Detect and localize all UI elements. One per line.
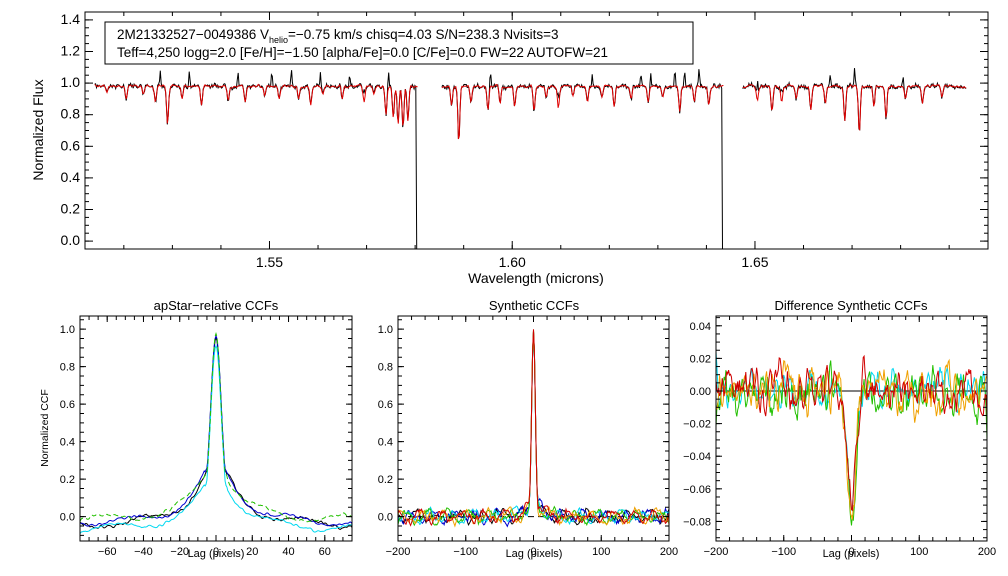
synthetic-ccf-lines	[397, 329, 670, 528]
spectrum-panel: 1.55 1.60 1.65 0.0 0.2 0.4 0.6 0.8 1.0 1.2 1.4 2M2…	[30, 11, 989, 286]
y-tick-label-1: −0.06	[683, 484, 711, 496]
x-tick-label-1: −100	[771, 546, 796, 558]
x-tick-label-1: −40	[134, 546, 153, 558]
apstar-ccf-panel: apStar−relative CCFs −60 −40 −20 0 20 40 60 0.0…	[39, 298, 353, 560]
y-tick-label-3: 0.6	[60, 399, 75, 411]
x-tick-label-2: −20	[170, 546, 189, 558]
difference-ccf-title: Difference Synthetic CCFs	[775, 298, 928, 313]
y-tick-label-0: 0.0	[61, 232, 81, 248]
x-tick-label-2: 0	[848, 546, 854, 558]
diff-green-line	[715, 360, 988, 526]
y-tick-label-4: 0.8	[60, 362, 75, 374]
y-tick-label-1: 0.2	[61, 201, 81, 217]
x-tick-label-3: 0	[213, 546, 219, 558]
y-tick-label-5: 1.0	[61, 74, 81, 90]
y-tick-label-4: 0.8	[61, 106, 81, 122]
x-tick-label-4: 200	[978, 546, 996, 558]
observed-spectrum-chip-3	[742, 68, 967, 131]
y-tick-label-7: 1.4	[61, 11, 81, 27]
observed-spectrum-chip-1	[94, 70, 418, 249]
difference-ccf-ticks: −200 −100 0 100 200 −0.08 −0.06 −0.04 −0.02 0.00 0…	[683, 316, 996, 558]
y-tick-label-0: 0.0	[378, 512, 393, 524]
synthetic-ccf-x-axis-label: Lag (pixels)	[506, 548, 563, 560]
y-tick-label-2: 0.4	[378, 437, 393, 449]
x-tick-label-1: −100	[453, 546, 478, 558]
x-tick-label-2: 0	[530, 546, 536, 558]
y-tick-label-1: 0.2	[378, 474, 393, 486]
syn-orange-line	[397, 330, 670, 528]
y-tick-label-3: −0.02	[683, 419, 711, 431]
x-tick-label-2: 1.65	[741, 254, 768, 270]
diff-red-line	[715, 354, 988, 512]
model-spectrum-chip-2	[441, 83, 724, 140]
spectrum-legend-line-1: 2M21332527−0049386 Vhelio=−0.75 km/s chi…	[117, 27, 559, 45]
synthetic-ccf-panel: Synthetic CCFs −200 −100 0 100 200 0.0 0.2 0.4 0…	[378, 298, 678, 560]
y-tick-label-3: 0.6	[61, 137, 81, 153]
y-tick-label-4: 0.8	[378, 362, 393, 374]
x-tick-label-4: 20	[246, 546, 258, 558]
diff-cyan-line	[715, 351, 988, 512]
syn-blue-line	[397, 331, 670, 528]
ccf-black-line	[79, 336, 353, 530]
spectrum-legend-box	[104, 21, 694, 65]
y-tick-label-0: 0.0	[60, 512, 75, 524]
apstar-ccf-frame	[79, 315, 353, 542]
x-tick-label-0: −200	[386, 546, 411, 558]
y-tick-label-2: 0.4	[60, 437, 75, 449]
model-spectrum-chip-3	[742, 83, 967, 131]
x-tick-label-3: 100	[592, 546, 610, 558]
apstar-ccf-title: apStar−relative CCFs	[154, 298, 279, 313]
synthetic-ccf-title: Synthetic CCFs	[489, 298, 580, 313]
synthetic-ccf-frame	[397, 315, 670, 542]
x-tick-label-0: 1.55	[256, 254, 283, 270]
y-tick-label-1: 0.2	[60, 474, 75, 486]
syn-cyan-line	[397, 332, 670, 526]
difference-ccf-lines	[715, 351, 988, 526]
difference-ccf-x-axis-label: Lag (pixels)	[823, 548, 880, 560]
spectrum-y-axis-label: Normalized Flux	[30, 79, 46, 180]
y-tick-label-4: 0.00	[690, 386, 711, 398]
ccf-cyan-line	[79, 344, 353, 534]
diff-orange-line	[715, 358, 988, 520]
spectrum-plot-lines	[94, 68, 967, 249]
apstar-ccf-x-axis-label: Lag (pixels)	[188, 548, 245, 560]
x-tick-label-6: 60	[319, 546, 331, 558]
x-tick-label-5: 40	[282, 546, 294, 558]
x-tick-label-0: −60	[98, 546, 117, 558]
spectrum-x-axis-label: Wavelength (microns)	[468, 270, 604, 286]
y-tick-label-5: 1.0	[378, 324, 393, 336]
apstar-ccf-lines	[79, 331, 353, 534]
difference-ccf-panel: Difference Synthetic CCFs −200 −100 0 100 20…	[683, 298, 996, 560]
spectrum-legend-line-2: Teff=4,250 logg=2.0 [Fe/H]=−1.50 [alpha/…	[117, 45, 608, 60]
y-tick-label-5: 1.0	[60, 324, 75, 336]
ccf-green-line	[79, 331, 353, 523]
y-tick-label-2: −0.04	[683, 451, 711, 463]
y-tick-label-0: −0.08	[683, 516, 711, 528]
x-tick-label-1: 1.60	[499, 254, 526, 270]
spectrum-clipped-lines	[94, 68, 967, 249]
y-tick-label-5: 0.02	[690, 353, 711, 365]
x-tick-label-3: 100	[910, 546, 928, 558]
x-tick-label-4: 200	[660, 546, 678, 558]
syn-green-line	[397, 330, 670, 527]
synthetic-ccf-ticks: −200 −100 0 100 200 0.0 0.2 0.4 0.6 0.8 1.0	[378, 316, 678, 558]
spectrum-ticks: 1.55 1.60 1.65 0.0 0.2 0.4 0.6 0.8 1.0 1.2 1.4	[61, 11, 988, 270]
apstar-ccf-y-axis-label: Normalized CCF	[39, 389, 51, 467]
y-tick-label-3: 0.6	[378, 399, 393, 411]
syn-black-line	[397, 331, 670, 526]
y-tick-label-6: 1.2	[61, 43, 81, 59]
apstar-ccf-ticks: −60 −40 −20 0 20 40 60 0.0 0.2 0.4 0.6 0.8 1.0	[60, 316, 353, 558]
x-tick-label-0: −200	[704, 546, 729, 558]
syn-red-line	[397, 329, 670, 527]
y-tick-label-6: 0.04	[690, 321, 711, 333]
y-tick-label-2: 0.4	[61, 169, 81, 185]
model-spectrum-chip-1	[94, 83, 418, 126]
ccf-blue-line	[79, 334, 353, 527]
